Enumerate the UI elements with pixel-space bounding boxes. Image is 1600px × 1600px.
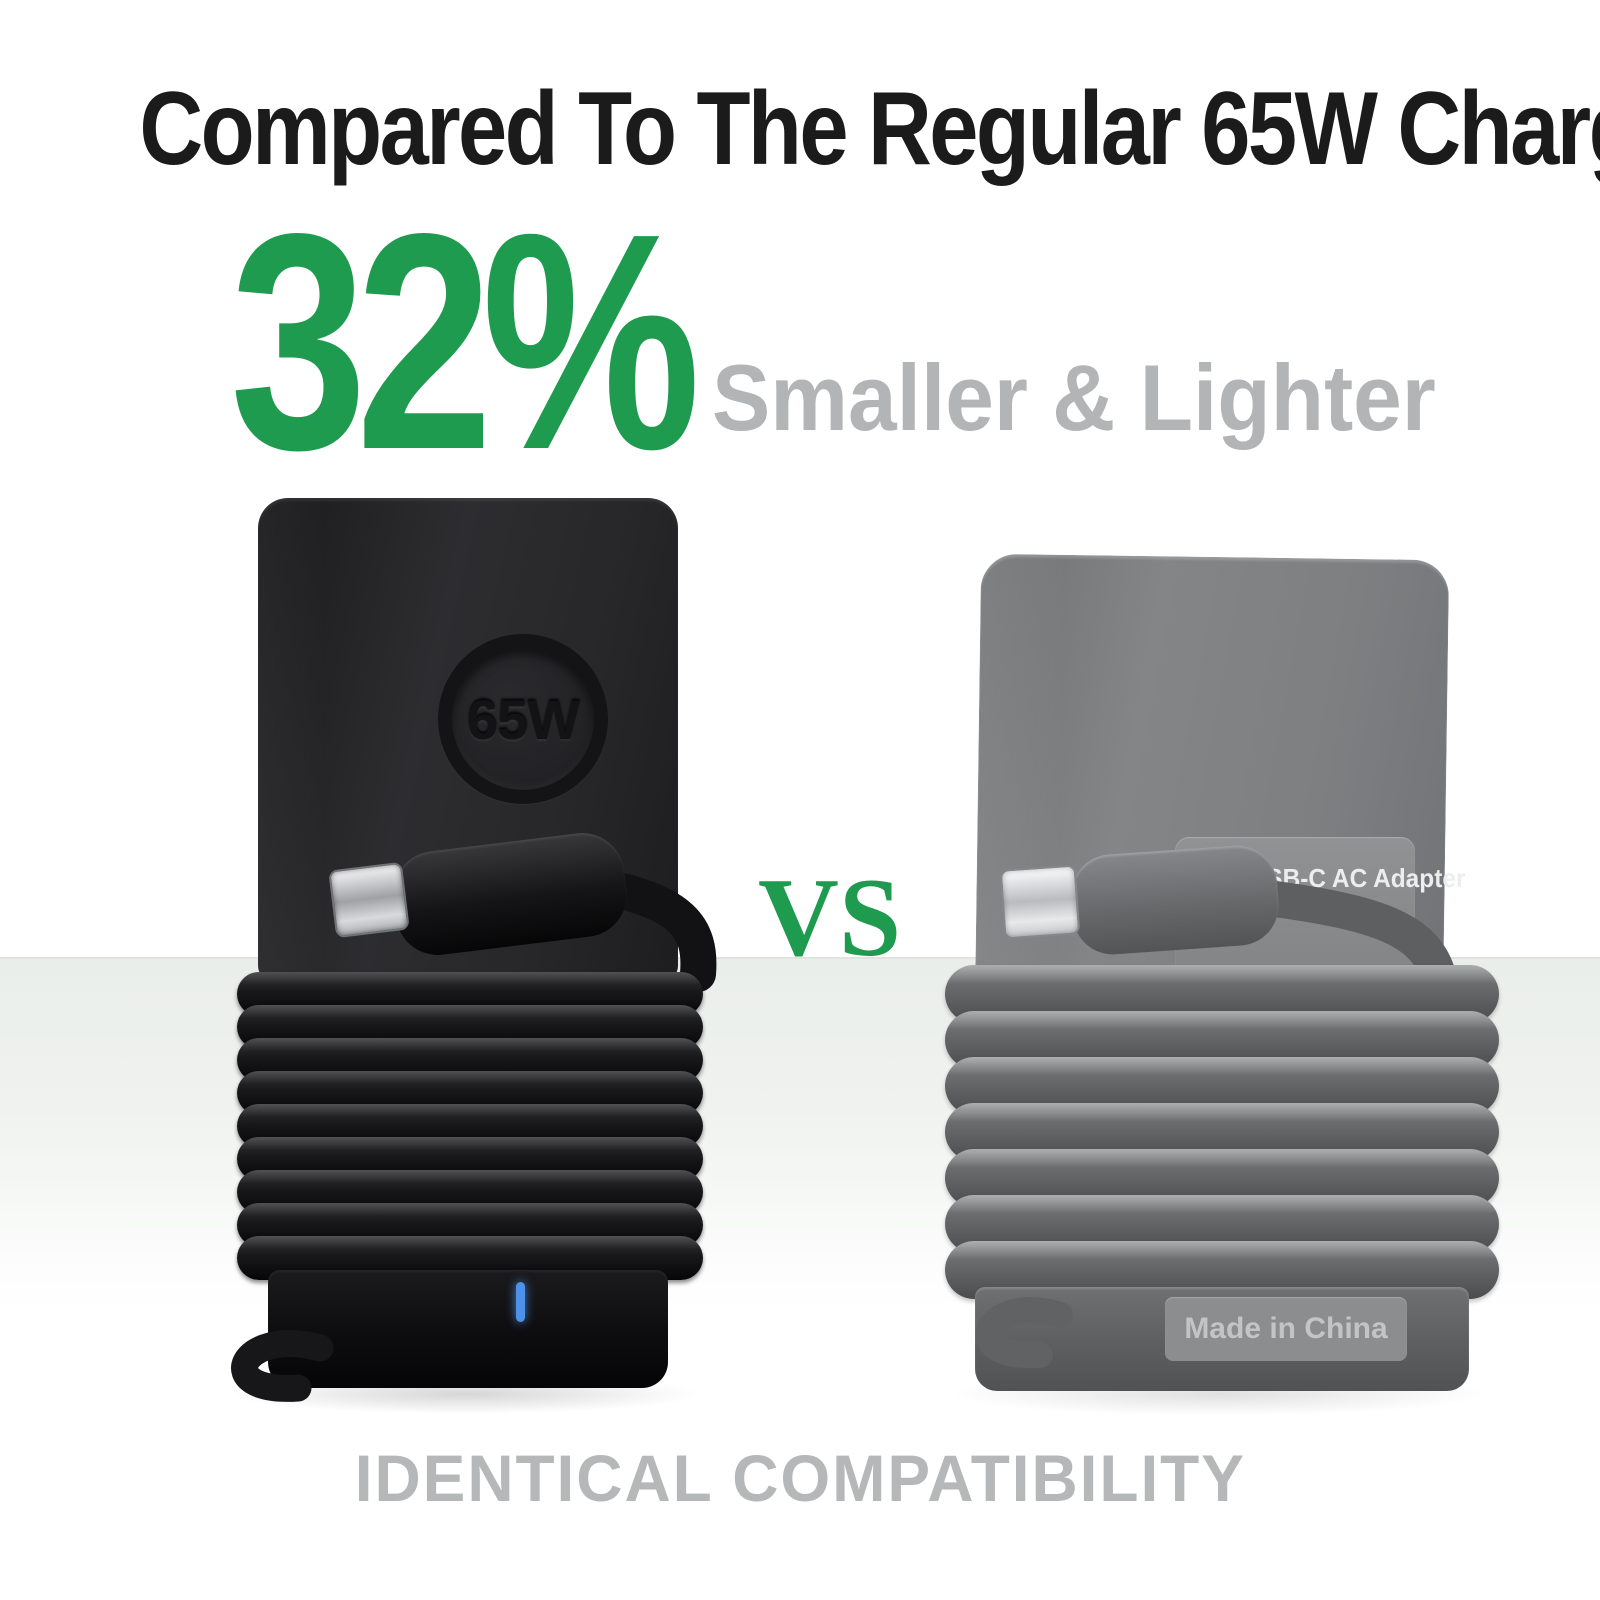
power-led-indicator (516, 1282, 525, 1322)
made-in-china-plate: Made in China (1165, 1297, 1407, 1361)
usb-c-connector-tip-black (328, 861, 410, 939)
page-title: Compared To The Regular 65W Charger (0, 70, 1600, 189)
vs-label: VS (758, 856, 902, 980)
made-in-china-text: Made in China (1184, 1312, 1388, 1345)
page-title-text: Compared To The Regular 65W Charger (139, 71, 1600, 187)
footer-text: IDENTICAL COMPATIBILITY (0, 1440, 1600, 1516)
65w-badge-label: 65W (466, 687, 580, 751)
usb-c-plug-gray (1068, 842, 1282, 958)
regular-charger: 65W USB-C AC Adapter A, 20V⎓3.25A Made i… (920, 545, 1520, 1415)
65w-badge-ring: 65W (438, 634, 608, 804)
usb-c-connector-tip-gray (999, 864, 1081, 940)
footer-text-inner: IDENTICAL COMPATIBILITY (354, 1441, 1246, 1515)
stat-percent-text: 32% (230, 170, 701, 514)
regular-charger-base: Made in China (975, 1287, 1469, 1391)
compact-charger: 65W (180, 488, 740, 1418)
stat-caption-text: Smaller & Lighter (712, 345, 1436, 450)
stat-percent: 32% (230, 170, 804, 514)
stat-caption: Smaller & Lighter (712, 344, 1490, 452)
compact-charger-base (268, 1270, 668, 1388)
